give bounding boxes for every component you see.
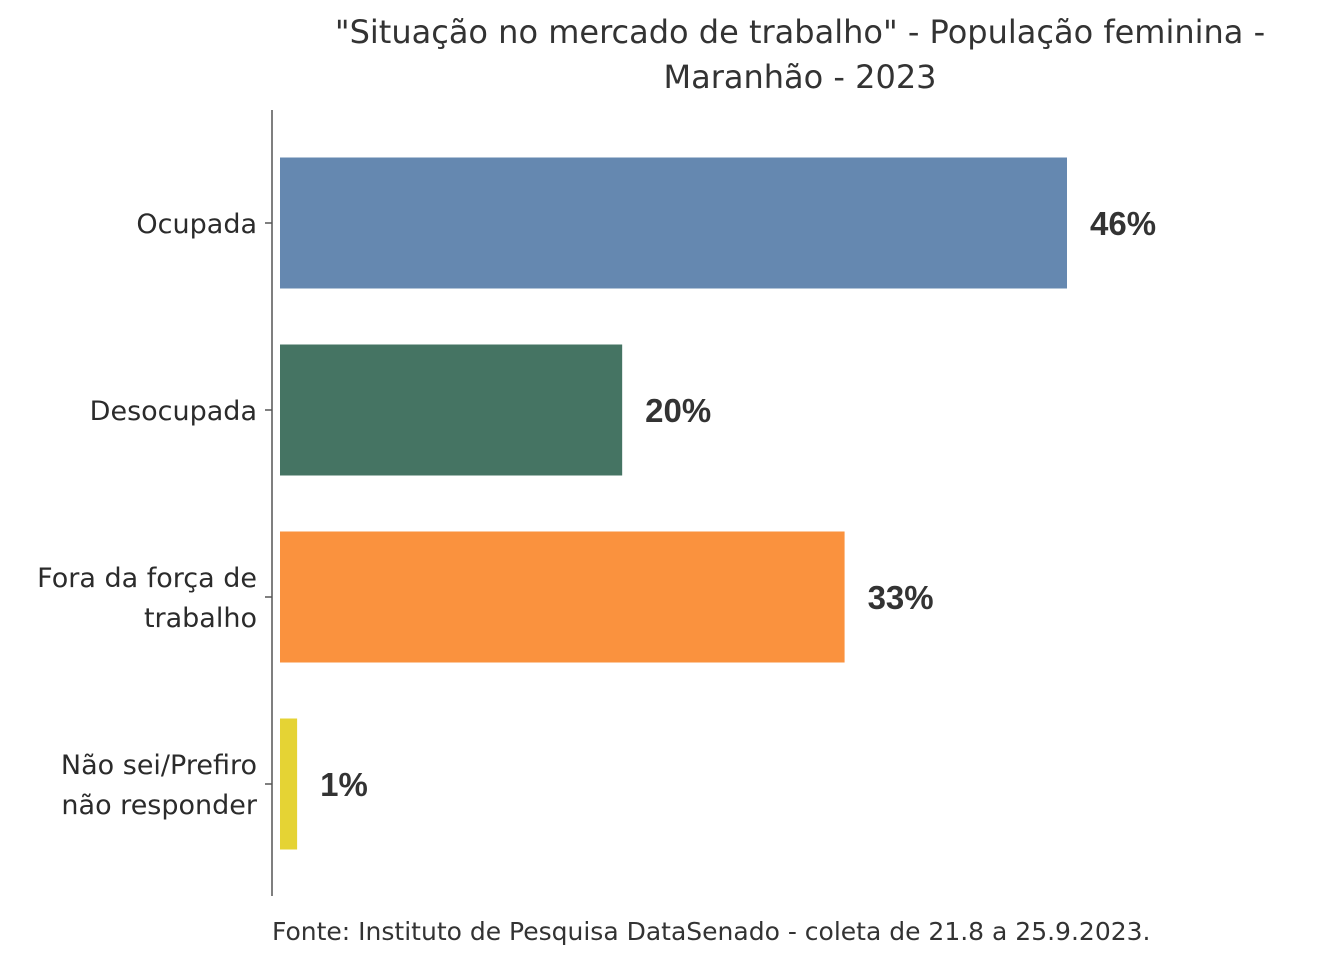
category-label-3-line-1: não responder xyxy=(61,790,257,821)
chart-title-line-1: "Situação no mercado de trabalho" - Popu… xyxy=(335,13,1265,51)
category-label-1-line-0: Desocupada xyxy=(90,396,257,427)
value-label-1: 20% xyxy=(645,392,711,429)
value-label-3: 1% xyxy=(320,766,368,803)
bar-2 xyxy=(280,531,845,663)
category-label-0-line-0: Ocupada xyxy=(136,209,257,240)
category-label-2-line-1: trabalho xyxy=(144,603,257,634)
value-label-0: 46% xyxy=(1090,205,1156,242)
source-note: Fonte: Instituto de Pesquisa DataSenado … xyxy=(272,917,1150,946)
chart-title-line-2: Maranhão - 2023 xyxy=(663,58,936,96)
category-label-3-line-0: Não sei/Prefiro xyxy=(61,750,257,781)
bar-0 xyxy=(280,157,1067,289)
category-label-2-line-0: Fora da força de xyxy=(37,563,257,594)
bars-group: Ocupada 46% Desocupada 20% Fora da força de t… xyxy=(37,157,1156,850)
bar-3 xyxy=(280,718,298,850)
value-label-2: 33% xyxy=(868,579,934,616)
bar-1 xyxy=(280,344,623,476)
